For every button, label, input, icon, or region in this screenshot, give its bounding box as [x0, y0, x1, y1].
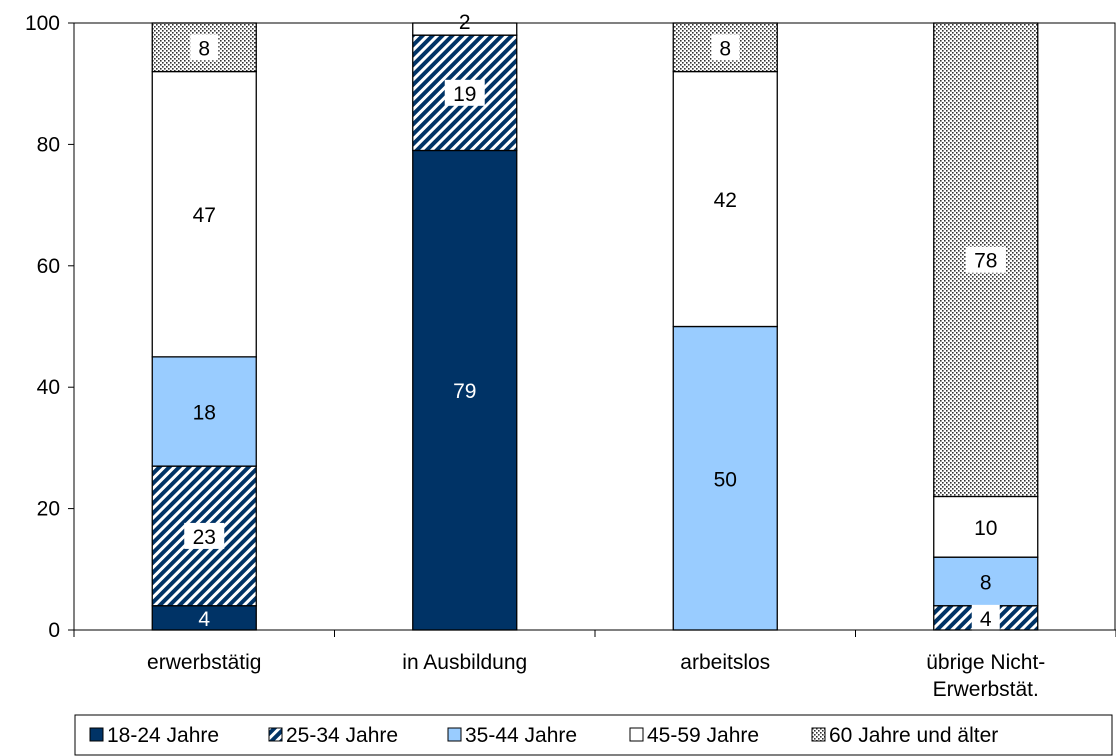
bar-segment: [151, 356, 257, 467]
legend-label: 45-59 Jahre: [647, 724, 759, 747]
value-label-box: [184, 522, 225, 549]
value-label: 8: [980, 571, 992, 594]
value-label-box: [965, 246, 1006, 273]
value-label: 8: [198, 37, 210, 60]
value-label-box: [971, 604, 1000, 631]
value-label: 2: [459, 11, 471, 34]
legend-swatch: [629, 727, 644, 742]
value-labels-group: 4 23 18 47 8 79 19 2 50 42 8 4 8 10 78: [184, 11, 1006, 631]
legend-swatch: [811, 727, 826, 742]
legend-label: 25-34 Jahre: [286, 724, 398, 747]
y-tick-label: 40: [37, 376, 60, 399]
value-label: 10: [974, 517, 997, 540]
legend: 18-24 Jahre 25-34 Jahre 35-44 Jahre 45-59 J…: [74, 714, 1113, 756]
legend-label: 18-24 Jahre: [107, 724, 219, 747]
value-label-box: [444, 79, 485, 106]
value-label: 8: [719, 37, 731, 60]
legend-swatch: [447, 727, 462, 742]
value-label: 18: [193, 401, 216, 424]
bar-segment: [412, 149, 518, 631]
bar-segment: [933, 556, 1039, 607]
legend-swatch: [268, 727, 283, 742]
x-axis: erwerbstätig in Ausbildung arbeitslos übrig…: [73, 629, 1116, 701]
value-label: 4: [980, 608, 992, 631]
x-category-label: Erwerbstät.: [933, 678, 1039, 701]
value-label: 4: [198, 608, 210, 631]
value-label-box: [190, 34, 219, 61]
value-label-box: [711, 34, 740, 61]
value-label: 19: [453, 83, 476, 106]
y-tick-label: 20: [37, 498, 60, 521]
bar-segment: [412, 22, 518, 36]
legend-label: 35-44 Jahre: [465, 724, 577, 747]
value-label: 42: [714, 189, 737, 212]
bar-segment: [151, 70, 257, 358]
value-label: 50: [714, 468, 737, 491]
legend-box: [74, 714, 1113, 756]
legend-swatch: [89, 727, 104, 742]
y-axis: 0 20 40 60 80 100: [25, 12, 75, 642]
bar-segment: [672, 70, 778, 328]
bars-group: [151, 22, 1039, 631]
x-category-label: erwerbstätig: [147, 651, 261, 674]
x-category-label: übrige Nicht-: [926, 651, 1045, 674]
legend-label: 60 Jahre und älter: [829, 724, 998, 747]
x-category-label: in Ausbildung: [402, 651, 527, 674]
y-tick-label: 100: [25, 12, 60, 35]
value-label: 47: [193, 204, 216, 227]
y-tick-label: 0: [48, 619, 60, 642]
bar-segment: [933, 495, 1039, 558]
x-category-label: arbeitslos: [680, 651, 770, 674]
y-tick-label: 80: [37, 133, 60, 156]
value-label: 78: [974, 250, 997, 273]
value-label: 23: [193, 526, 216, 549]
value-label: 79: [453, 380, 476, 403]
bar-segment: [672, 325, 778, 631]
y-tick-label: 60: [37, 255, 60, 278]
